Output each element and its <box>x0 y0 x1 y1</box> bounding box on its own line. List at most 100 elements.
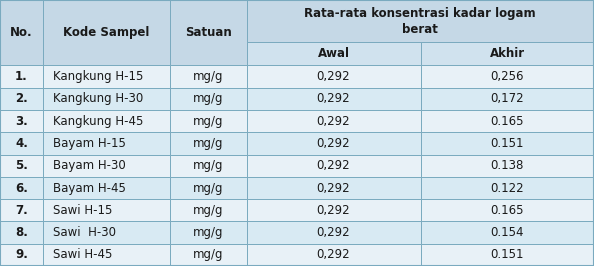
Bar <box>421 65 594 88</box>
Bar <box>247 0 594 42</box>
Text: mg/g: mg/g <box>193 92 224 105</box>
Bar <box>170 65 247 88</box>
Bar <box>0 244 43 266</box>
Bar <box>0 65 43 88</box>
Text: Sawi  H-30: Sawi H-30 <box>53 226 116 239</box>
Bar <box>421 155 594 177</box>
Bar <box>43 244 170 266</box>
Text: 0,292: 0,292 <box>317 70 350 83</box>
Text: 0,256: 0,256 <box>491 70 524 83</box>
Bar <box>0 199 43 221</box>
Bar <box>421 88 594 110</box>
Text: 0,172: 0,172 <box>491 92 524 105</box>
Text: 0.151: 0.151 <box>491 137 524 150</box>
Bar <box>247 65 421 88</box>
Bar <box>43 221 170 244</box>
Bar <box>170 110 247 132</box>
Bar <box>247 88 421 110</box>
Bar <box>0 132 43 155</box>
Bar <box>247 221 421 244</box>
Bar <box>170 0 247 65</box>
Text: 2.: 2. <box>15 92 28 105</box>
Text: 0.165: 0.165 <box>491 204 524 217</box>
Text: 0.154: 0.154 <box>491 226 524 239</box>
Text: Bayam H-15: Bayam H-15 <box>53 137 127 150</box>
Bar <box>170 221 247 244</box>
Text: 0,292: 0,292 <box>317 115 350 128</box>
Text: Kangkung H-30: Kangkung H-30 <box>53 92 144 105</box>
Bar <box>421 244 594 266</box>
Text: 0,292: 0,292 <box>317 159 350 172</box>
Bar <box>421 110 594 132</box>
Text: mg/g: mg/g <box>193 137 224 150</box>
Text: No.: No. <box>10 26 33 39</box>
Text: mg/g: mg/g <box>193 204 224 217</box>
Bar <box>0 155 43 177</box>
Bar <box>421 199 594 221</box>
Bar <box>0 0 43 65</box>
Bar <box>247 110 421 132</box>
Bar <box>170 132 247 155</box>
Bar <box>43 199 170 221</box>
Text: Akhir: Akhir <box>489 47 525 60</box>
Text: 6.: 6. <box>15 181 28 194</box>
Text: 9.: 9. <box>15 248 28 261</box>
Bar <box>421 42 594 65</box>
Text: mg/g: mg/g <box>193 115 224 128</box>
Bar <box>170 244 247 266</box>
Text: 0.151: 0.151 <box>491 248 524 261</box>
Bar <box>170 88 247 110</box>
Bar <box>247 132 421 155</box>
Text: mg/g: mg/g <box>193 248 224 261</box>
Bar <box>0 88 43 110</box>
Text: Kangkung H-15: Kangkung H-15 <box>53 70 144 83</box>
Bar <box>247 199 421 221</box>
Text: 0,292: 0,292 <box>317 226 350 239</box>
Text: mg/g: mg/g <box>193 226 224 239</box>
Text: 0,292: 0,292 <box>317 92 350 105</box>
Text: mg/g: mg/g <box>193 181 224 194</box>
Bar <box>43 177 170 199</box>
Bar <box>247 244 421 266</box>
Text: mg/g: mg/g <box>193 159 224 172</box>
Bar <box>421 177 594 199</box>
Text: Kode Sampel: Kode Sampel <box>64 26 150 39</box>
Text: 0.138: 0.138 <box>491 159 524 172</box>
Bar <box>170 199 247 221</box>
Bar <box>0 221 43 244</box>
Bar <box>43 65 170 88</box>
Bar <box>170 177 247 199</box>
Text: 7.: 7. <box>15 204 28 217</box>
Bar <box>247 177 421 199</box>
Text: 0,292: 0,292 <box>317 181 350 194</box>
Text: 3.: 3. <box>15 115 28 128</box>
Text: 8.: 8. <box>15 226 28 239</box>
Text: Bayam H-30: Bayam H-30 <box>53 159 126 172</box>
Bar <box>0 177 43 199</box>
Bar <box>421 132 594 155</box>
Text: Awal: Awal <box>318 47 349 60</box>
Bar <box>43 110 170 132</box>
Bar <box>170 155 247 177</box>
Text: 0,292: 0,292 <box>317 204 350 217</box>
Text: Sawi H-45: Sawi H-45 <box>53 248 113 261</box>
Bar <box>43 155 170 177</box>
Text: 0.165: 0.165 <box>491 115 524 128</box>
Text: Rata-rata konsentrasi kadar logam
berat: Rata-rata konsentrasi kadar logam berat <box>305 6 536 36</box>
Text: 5.: 5. <box>15 159 28 172</box>
Text: mg/g: mg/g <box>193 70 224 83</box>
Text: 0,292: 0,292 <box>317 248 350 261</box>
Text: 0.122: 0.122 <box>491 181 524 194</box>
Bar <box>247 155 421 177</box>
Bar <box>0 110 43 132</box>
Text: Bayam H-45: Bayam H-45 <box>53 181 127 194</box>
Bar <box>43 0 170 65</box>
Text: Sawi H-15: Sawi H-15 <box>53 204 113 217</box>
Text: 0,292: 0,292 <box>317 137 350 150</box>
Text: 1.: 1. <box>15 70 28 83</box>
Bar <box>43 88 170 110</box>
Bar <box>247 42 421 65</box>
Text: 4.: 4. <box>15 137 28 150</box>
Bar <box>43 132 170 155</box>
Bar <box>421 221 594 244</box>
